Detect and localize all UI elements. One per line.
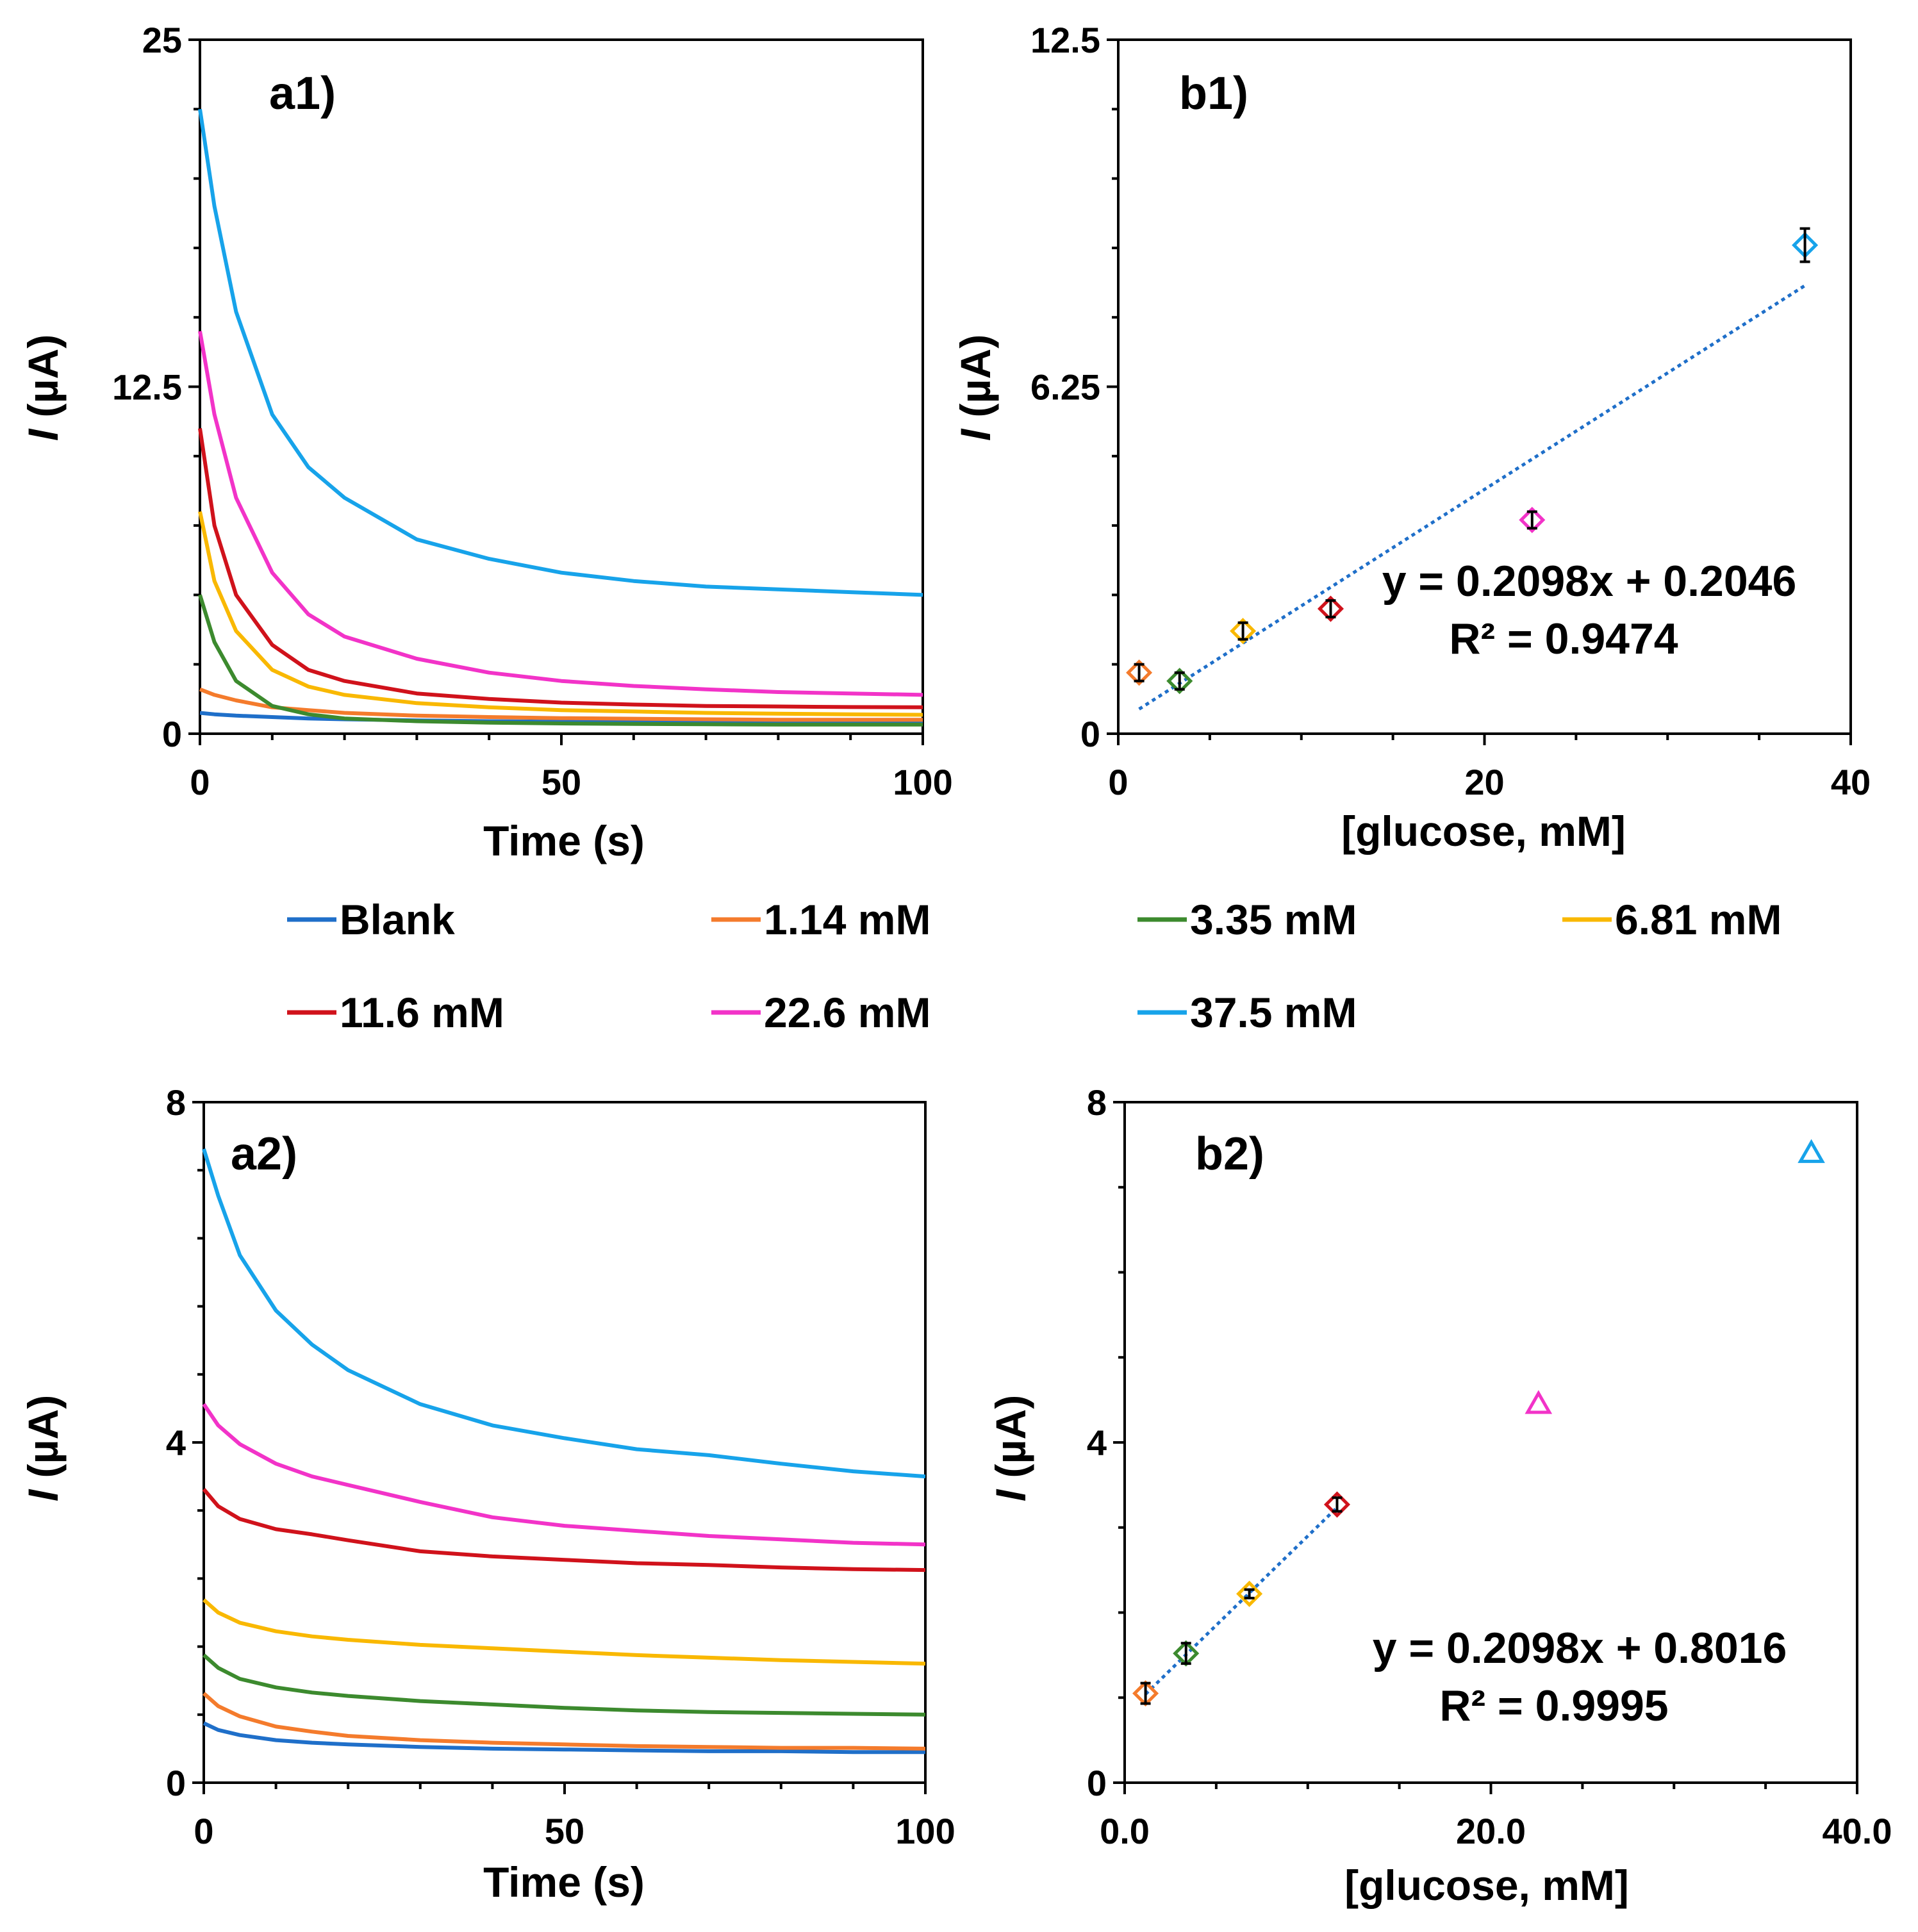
legend-label-6-81: 6.81 mM — [1615, 896, 1782, 943]
y-axis-title-a2: I (µA) — [19, 1395, 67, 1501]
data-point — [1323, 1491, 1351, 1518]
data-point — [1317, 595, 1344, 622]
y-axis-title-italic-a1: I — [19, 428, 67, 441]
panel-a1: 0 12.5 25 0 50 100 a1) Time (s) I (µA) — [19, 20, 953, 864]
equation-b2: y = 0.2098x + 0.8016 — [1373, 1624, 1787, 1672]
x-tick-label: 20 — [1464, 762, 1504, 802]
data-point — [1798, 1139, 1825, 1163]
x-tick-label: 0 — [190, 762, 210, 802]
y-tick-label: 4 — [166, 1423, 186, 1463]
series-line — [203, 1598, 926, 1666]
y-axis-title-unit-b1: (µA) — [952, 334, 999, 429]
x-tick-label: 100 — [893, 762, 952, 802]
y-tick-label: 25 — [142, 20, 182, 60]
legend-label-3-35: 3.35 mM — [1190, 896, 1357, 943]
y-tick-label: 12.5 — [112, 367, 182, 408]
y-axis-title-unit-b2: (µA) — [987, 1395, 1034, 1490]
y-tick-label: 0 — [1087, 1763, 1107, 1803]
data-point — [1166, 668, 1193, 695]
legend-item-3-35: 3.35 mM — [1137, 896, 1357, 943]
x-tick-label: 0.0 — [1100, 1811, 1150, 1851]
x-axis-title-a2: Time (s) — [483, 1858, 645, 1906]
series-line — [203, 1721, 925, 1754]
y-tick-label: 0 — [166, 1763, 186, 1803]
series-line — [198, 511, 923, 717]
y-axis-title-italic-b1: I — [952, 428, 999, 441]
equation-b1: y = 0.2098x + 0.2046 — [1382, 557, 1797, 606]
x-axis-title-b2: [glucose, mM] — [1344, 1862, 1629, 1909]
y-axis-title-b1: I (µA) — [952, 334, 999, 441]
legend-label-11-6: 11.6 mM — [340, 989, 504, 1036]
series-line — [198, 428, 923, 709]
legend-label-blank: Blank — [340, 896, 455, 943]
plot-frame — [203, 1101, 927, 1784]
x-tick-label: 50 — [542, 762, 581, 802]
series-line — [203, 1692, 926, 1751]
legend-item-blank: Blank — [287, 896, 455, 943]
y-tick-label: 6.25 — [1030, 367, 1100, 408]
legend-item-22-6: 22.6 mM — [711, 989, 930, 1036]
y-tick-label: 0 — [1080, 714, 1100, 754]
x-tick-label: 0 — [1108, 762, 1128, 802]
legend-item-1-14: 1.14 mM — [711, 896, 930, 943]
x-tick-label: 40 — [1831, 762, 1871, 802]
y-tick-label: 4 — [1087, 1423, 1107, 1463]
x-tick-label: 20.0 — [1456, 1811, 1526, 1851]
y-tick-label: 8 — [1087, 1082, 1107, 1123]
series-line — [199, 687, 923, 722]
data-point — [1236, 1580, 1263, 1607]
r2-b2: R² = 0.9995 — [1439, 1681, 1668, 1730]
x-tick-label: 0 — [194, 1811, 213, 1851]
y-axis-title-italic-a2: I — [19, 1489, 67, 1501]
series-line — [198, 594, 923, 727]
plot-frame — [1123, 1101, 1858, 1784]
y-axis-title-italic-b2: I — [987, 1489, 1034, 1501]
x-axis-title-a1: Time (s) — [483, 817, 645, 864]
legend-item-6-81: 6.81 mM — [1562, 896, 1782, 943]
series-line — [198, 108, 923, 597]
x-tick-label: 40.0 — [1823, 1811, 1892, 1851]
legend-label-37-5: 37.5 mM — [1190, 989, 1357, 1036]
y-axis-title-unit-a1: (µA) — [19, 334, 67, 429]
series-line — [202, 1148, 926, 1479]
panel-label-a1: a1) — [269, 68, 336, 119]
r2-b1: R² = 0.9474 — [1449, 615, 1678, 663]
y-axis-title-a1: I (µA) — [19, 334, 67, 441]
x-tick-label: 50 — [545, 1811, 584, 1851]
legend-item-37-5: 37.5 mM — [1137, 989, 1357, 1036]
y-tick-label: 12.5 — [1030, 20, 1100, 60]
y-tick-label: 0 — [162, 714, 182, 754]
series-line — [198, 331, 923, 697]
panel-label-b2: b2) — [1195, 1128, 1264, 1180]
panel-label-b1: b1) — [1179, 68, 1248, 119]
panel-a2: 0 4 8 0 50 100 a2) Time (s) I (µA) — [19, 1082, 955, 1906]
x-axis-title-b1: [glucose, mM] — [1341, 807, 1626, 855]
x-tick-label: 100 — [895, 1811, 955, 1851]
data-point — [1230, 618, 1257, 645]
legend-label-22-6: 22.6 mM — [764, 989, 930, 1036]
series-line — [203, 1653, 926, 1717]
series-line — [202, 1488, 926, 1573]
y-tick-label: 8 — [166, 1082, 186, 1123]
data-point — [1126, 659, 1153, 686]
data-point — [1525, 1390, 1553, 1414]
y-axis-title-unit-a2: (µA) — [19, 1395, 67, 1490]
plot-frame — [199, 38, 924, 735]
legend-item-11-6: 11.6 mM — [287, 989, 504, 1036]
series-line — [202, 1403, 926, 1547]
legend-label-1-14: 1.14 mM — [764, 896, 930, 943]
panel-label-a2: a2) — [231, 1128, 297, 1180]
y-axis-title-b2: I (µA) — [987, 1395, 1034, 1501]
data-point — [1519, 506, 1546, 533]
trendline — [1144, 1506, 1339, 1696]
trendline — [1138, 284, 1806, 711]
legend: Blank 1.14 mM 3.35 mM 6.81 mM 11.6 mM 22… — [287, 896, 1782, 1036]
